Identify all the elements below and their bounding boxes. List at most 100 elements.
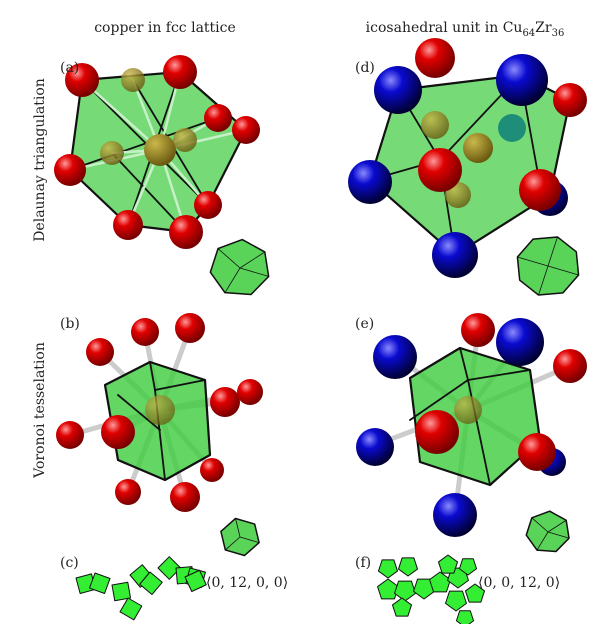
copper-atom [86,338,114,366]
icosahedron-inset-edge [538,265,549,296]
copper-atom [519,169,561,211]
zirconium-atom [496,318,544,366]
net-square-face [111,581,132,602]
title-text: Zr [535,20,552,36]
net-pentagon-face [455,610,475,624]
copper-atom [553,83,587,117]
copper-atom [415,410,459,454]
panel-label-f: (f) [355,555,372,571]
zirconium-atom [356,428,394,466]
icosahedron-inset-edge [547,236,558,267]
copper-atom [175,313,205,343]
voronoi-edge [154,379,206,391]
copper-atom [210,387,240,417]
central-atom [454,396,482,424]
net-pentagon-face [458,558,478,576]
copper-atom [461,313,495,347]
subscript: 36 [551,27,565,39]
net-square-face [139,571,163,596]
copper-atom [170,482,200,512]
voronoi-edge [149,361,156,391]
row-label-delaunay: Delaunay triangulation [32,78,48,242]
voronoi-edge [117,394,161,431]
net-pentagon-face [377,578,399,600]
row-label-voronoi: Voronoi tesselation [32,342,48,478]
zirconium-atom [373,335,417,379]
copper-atom [115,479,141,505]
panel-label-c: (c) [60,555,79,571]
subscript: 64 [522,27,536,39]
bond [80,78,162,152]
copper-atom [65,63,99,97]
net-square-face [119,597,143,621]
copper-atom [56,421,84,449]
net-square-face [89,572,111,595]
dodecahedron-inset-edge [531,517,549,533]
net-pentagon-face [445,590,467,612]
copper-atom [415,38,455,78]
net-pentagon-face [429,571,451,593]
net-pentagon-face [413,578,435,600]
zirconium-atom [433,493,477,537]
voronoi-index-c: ⟨0, 12, 0, 0⟩ [206,575,289,591]
column-title-cuzr: icosahedral unit in Cu64Zr36 [366,20,565,39]
panel-label-a: (a) [60,60,80,76]
title-text: icosahedral unit in Cu [365,20,523,36]
net-pentagon-face [464,583,486,603]
copper-atom [101,415,135,449]
copper-atom [232,116,260,144]
copper-atom [204,104,232,132]
net-pentagon-face [391,597,413,617]
voronoi-edge [459,347,469,381]
copper-atom [131,318,159,346]
voronoi-edge [467,369,531,381]
dodecahedron-inset-edge [239,536,260,544]
voronoi-index-f: ⟨0, 0, 12, 0⟩ [478,575,561,591]
central-atom [144,134,176,166]
dodecahedron-inset-edge [224,536,241,551]
net-pentagon-face [397,557,419,577]
zirconium-atom [374,66,422,114]
dodecahedron-inset-edge [536,531,549,551]
copper-atom [194,191,222,219]
hidden-atom [100,141,124,165]
hidden-atom [498,114,526,142]
panel-label-d: (d) [355,60,375,76]
copper-atom [54,154,86,186]
dodecahedron-inset-edge [235,518,241,538]
copper-atom [553,349,587,383]
copper-atom [113,210,143,240]
copper-atom [518,433,556,471]
copper-atom [200,458,224,482]
zirconium-atom [432,232,478,278]
hidden-atom [173,128,197,152]
copper-atom [237,379,263,405]
central-atom [145,395,175,425]
dodecahedron-inset-edge [547,519,567,533]
panel-label-e: (e) [355,316,375,332]
hidden-atom [421,111,449,139]
column-title-copper: copper in fcc lattice [94,20,236,36]
icosahedron-inset-edge [239,251,266,269]
central-atom [463,133,493,163]
icosahedron-inset-edge [217,248,241,269]
net-square-face [184,569,207,593]
zirconium-atom [348,160,392,204]
copper-atom [169,215,203,249]
net-pentagon-face [437,554,459,574]
zirconium-atom [496,54,548,106]
copper-atom [418,148,462,192]
panel-label-b: (b) [60,316,80,332]
delaunay-edge [111,152,187,233]
voronoi-edge [409,379,469,421]
icosahedron-inset-edge [224,267,241,294]
dodecahedron-inset-edge [547,531,570,539]
net-pentagon-face [394,580,416,602]
icosahedron-inset-edge [239,267,270,277]
hidden-atom [121,68,145,92]
copper-atom [163,55,197,89]
icosahedron-inset-edge [547,265,579,276]
delaunay-edge [81,79,209,206]
